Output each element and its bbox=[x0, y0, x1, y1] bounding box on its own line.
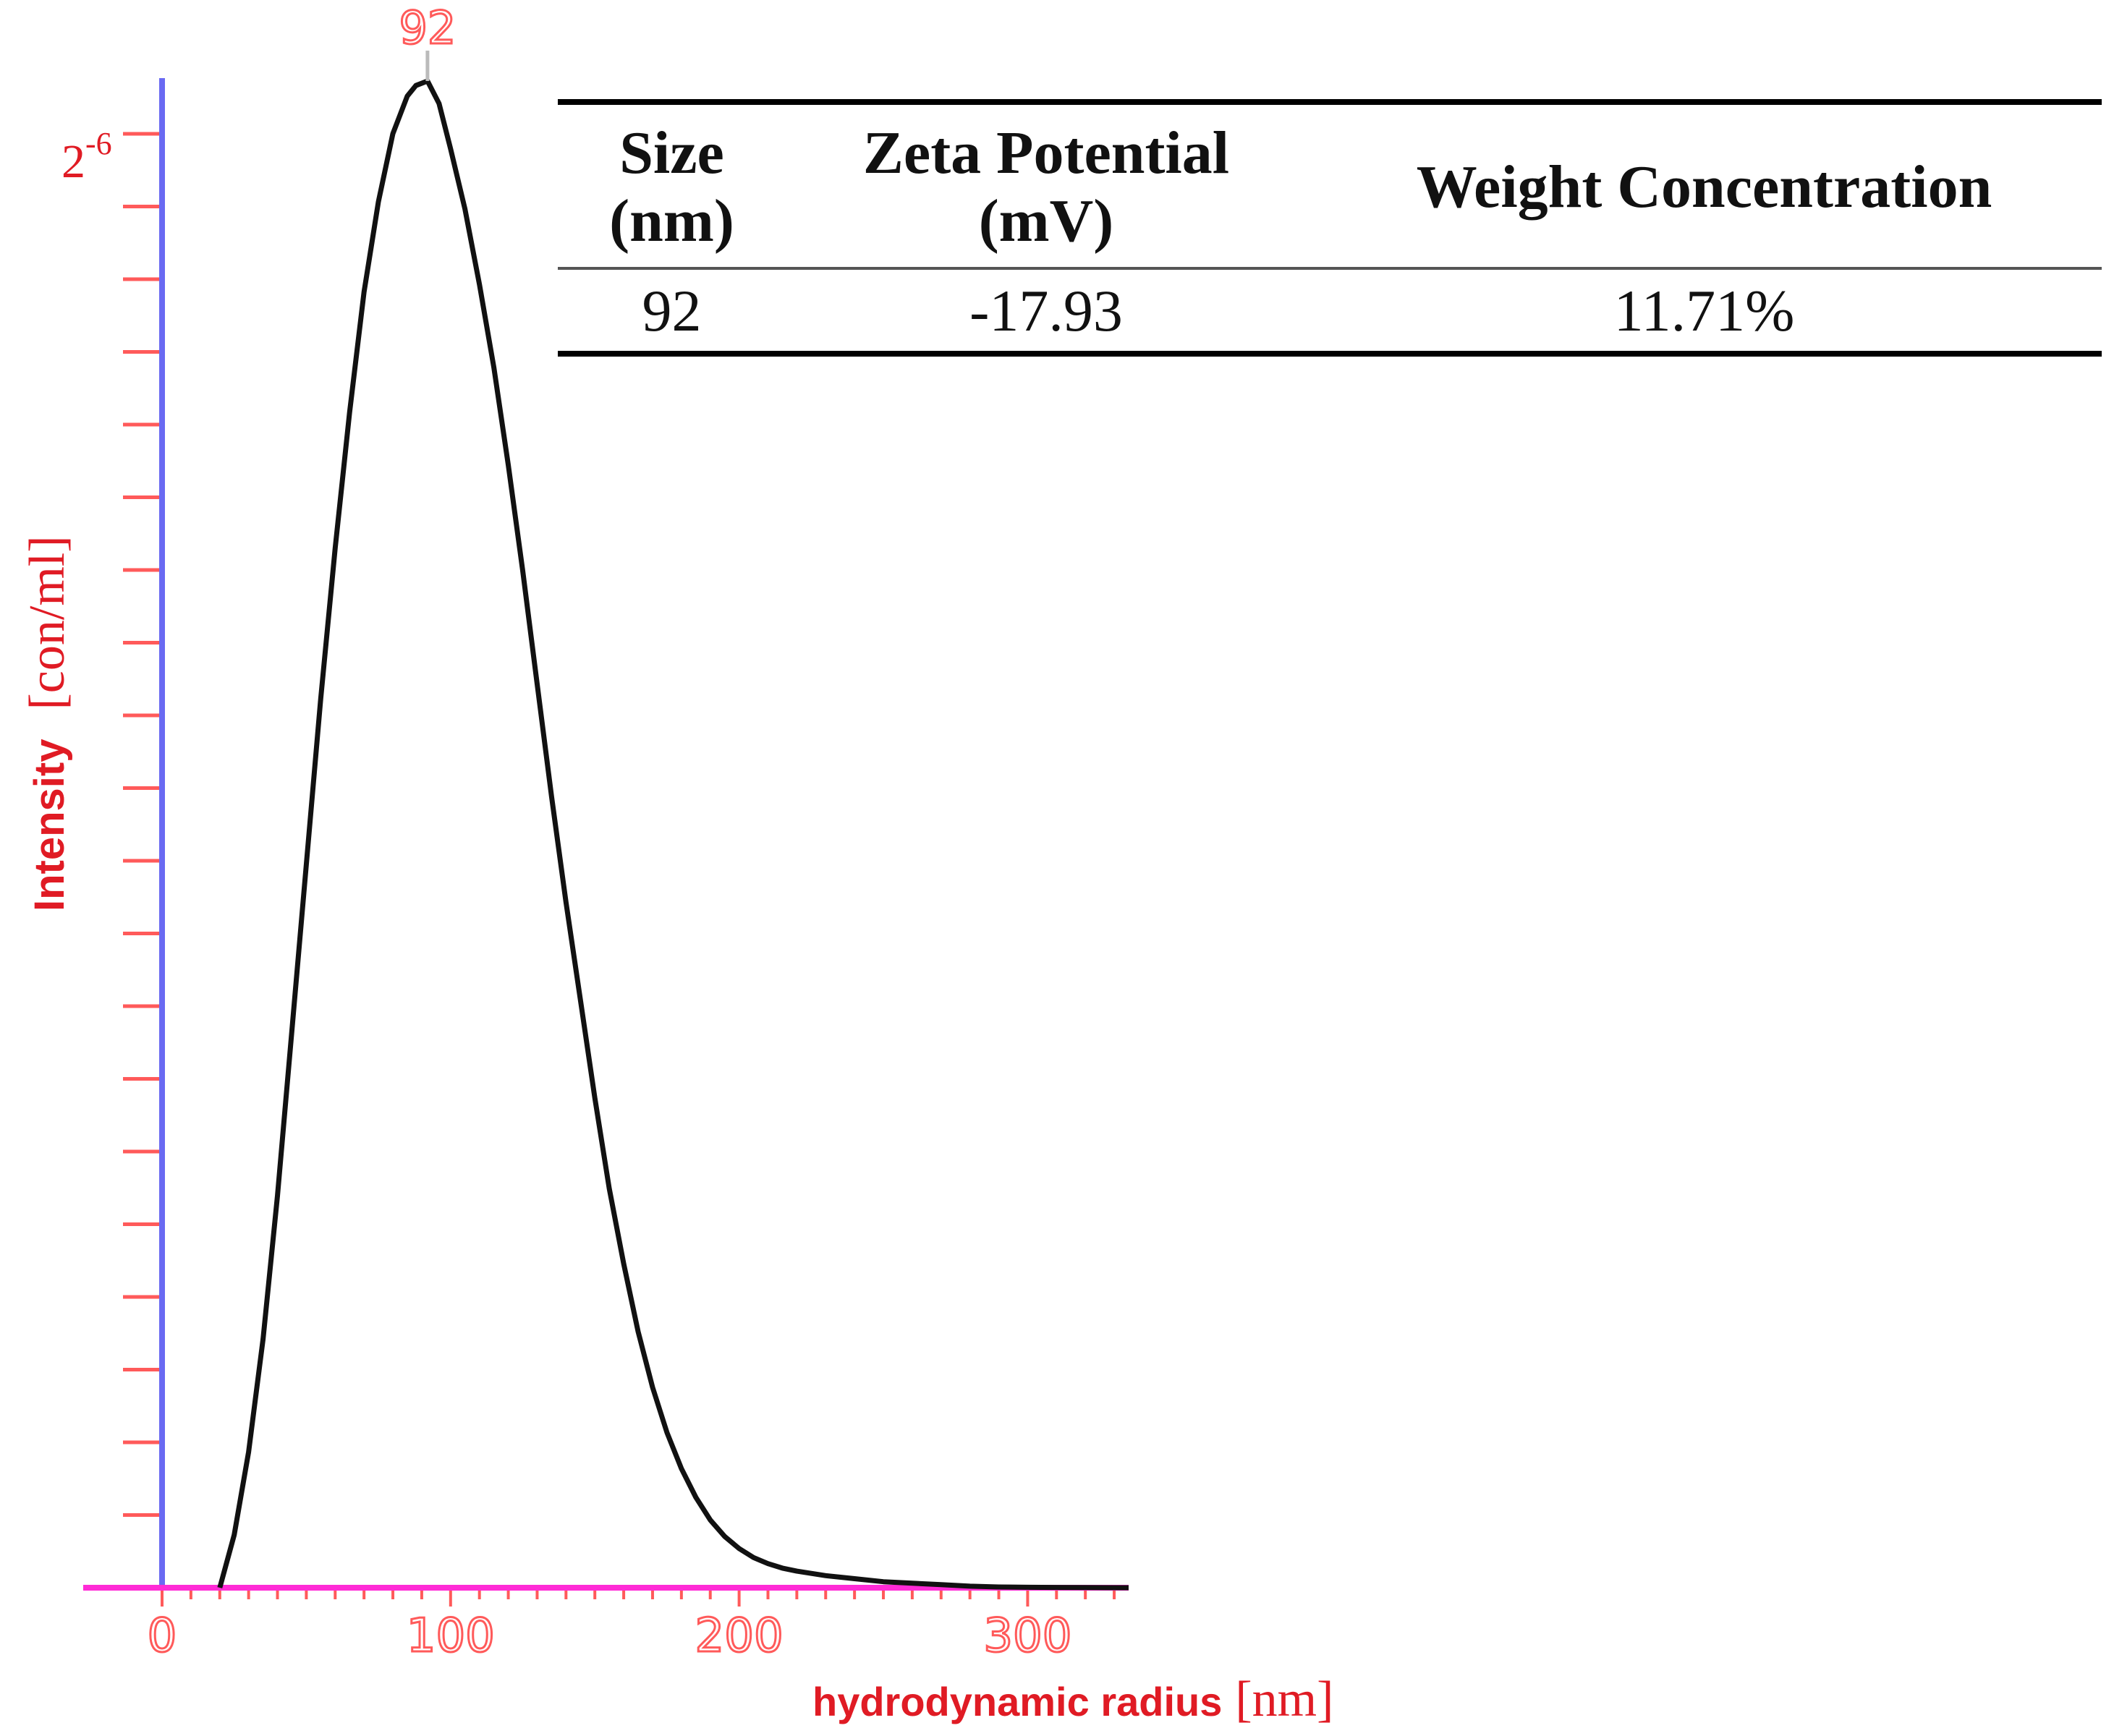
x-tick-label: 100 bbox=[407, 1609, 495, 1663]
table-row: 92 -17.93 11.71% bbox=[558, 268, 2102, 354]
x-tick-marks bbox=[161, 1590, 1116, 1607]
header-size: Size (nm) bbox=[558, 102, 786, 268]
table-header-row: Size (nm) Zeta Potential (mV) Weight Conce… bbox=[558, 102, 2102, 269]
y-tick-marks bbox=[123, 132, 162, 1517]
series-line bbox=[217, 78, 1129, 1591]
header-size-line1: Size bbox=[619, 119, 724, 187]
x-tick-label: 200 bbox=[695, 1609, 784, 1663]
peak-label: 92 bbox=[399, 1, 456, 54]
header-zeta-line1: Zeta Potential bbox=[862, 119, 1230, 187]
header-size-line2: (nm) bbox=[609, 187, 734, 255]
x-axis-title: hydrodynamic radius [nm] bbox=[812, 1672, 1333, 1727]
x-axis-label: hydrodynamic radius bbox=[812, 1679, 1222, 1724]
cell-weight-concentration: 11.71% bbox=[1613, 278, 1795, 344]
header-zeta-potential: Zeta Potential (mV) bbox=[786, 102, 1307, 268]
y-axis-label: Intensity bbox=[26, 739, 73, 912]
y-axis-unit: [con/ml] bbox=[20, 535, 75, 710]
y-axis-title: Intensity [con/ml] bbox=[20, 535, 75, 911]
header-zeta-line2: (mV) bbox=[978, 187, 1114, 255]
cell-zeta-potential: -17.93 bbox=[969, 278, 1123, 344]
header-weight-line1: Weight Concentration bbox=[1416, 153, 1992, 221]
x-tick-label: 300 bbox=[983, 1609, 1071, 1663]
summary-table: Size (nm) Zeta Potential (mV) Weight Conce… bbox=[558, 99, 2102, 357]
header-weight-concentration: Weight Concentration bbox=[1307, 102, 2102, 268]
y-top-label-exponent: -6 bbox=[85, 126, 112, 161]
table-header: Size (nm) Zeta Potential (mV) Weight Conce… bbox=[558, 102, 2102, 269]
x-axis-unit: [nm] bbox=[1235, 1672, 1333, 1727]
table-body: 92 -17.93 11.71% bbox=[558, 268, 2102, 354]
y-top-label-base: 2 bbox=[61, 135, 85, 188]
x-tick-labels: 0 100 200 300 bbox=[146, 1609, 1073, 1664]
y-top-label: 2-6 bbox=[61, 126, 112, 188]
x-tick-label: 0 bbox=[148, 1609, 177, 1663]
cell-size: 92 bbox=[642, 278, 702, 344]
